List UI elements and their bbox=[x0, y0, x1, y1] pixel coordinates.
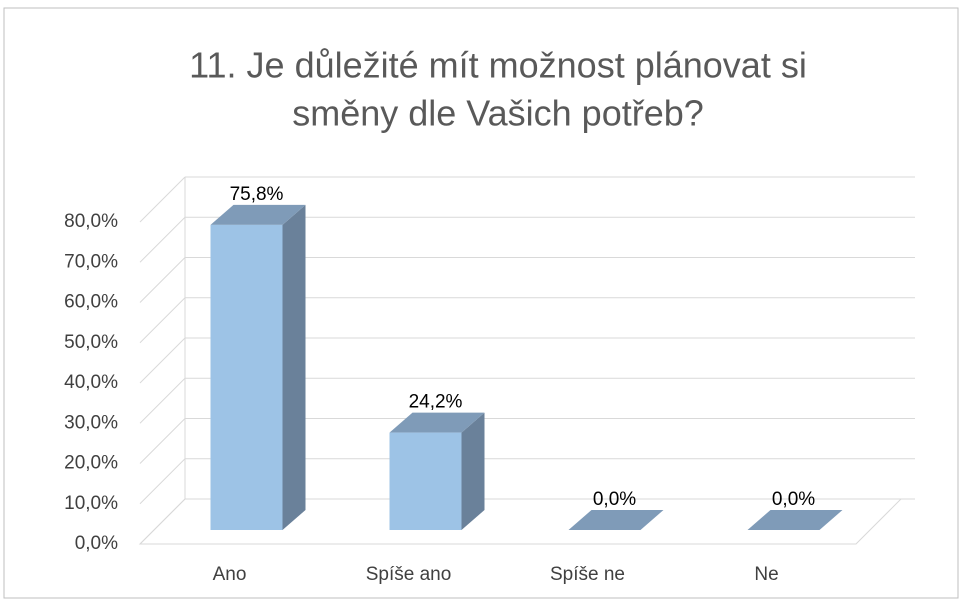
side-grid-line bbox=[139, 337, 186, 384]
side-grid-line bbox=[139, 377, 186, 424]
bar-side bbox=[282, 204, 306, 530]
y-tick-label: 30,0% bbox=[64, 412, 118, 433]
x-tick-label: Ne bbox=[754, 564, 778, 585]
side-grid-line bbox=[139, 176, 186, 223]
y-tick-label: 40,0% bbox=[64, 372, 118, 393]
side-grid-line bbox=[139, 498, 186, 545]
side-grid-line bbox=[139, 418, 186, 464]
chart-title-line2: směny dle Vašich potřeb? bbox=[292, 93, 704, 134]
side-grid-line bbox=[139, 458, 186, 505]
y-tick-label: 10,0% bbox=[64, 493, 118, 514]
bar-side bbox=[461, 412, 485, 530]
y-tick-label: 70,0% bbox=[64, 251, 118, 272]
bar bbox=[210, 224, 283, 530]
bar-top bbox=[389, 412, 485, 433]
y-tick-label: 0,0% bbox=[75, 533, 118, 554]
data-label: 75,8% bbox=[230, 184, 284, 205]
bar-top bbox=[747, 510, 843, 530]
side-grid-line bbox=[139, 216, 186, 263]
x-tick-label: Ano bbox=[213, 564, 247, 585]
data-label: 0,0% bbox=[593, 489, 636, 510]
chart-title: 11. Je důležité mít možnost plánovat si bbox=[189, 45, 807, 86]
bar bbox=[389, 432, 462, 530]
side-grid-line bbox=[139, 297, 186, 344]
bar-top bbox=[210, 204, 306, 225]
x-tick-label: Spíše ne bbox=[550, 564, 625, 585]
data-label: 24,2% bbox=[409, 392, 463, 413]
bar-top bbox=[568, 510, 664, 530]
y-tick-label: 50,0% bbox=[64, 332, 118, 353]
y-tick-label: 80,0% bbox=[64, 211, 118, 232]
y-tick-label: 60,0% bbox=[64, 292, 118, 313]
y-tick-label: 20,0% bbox=[64, 453, 118, 474]
side-grid-line bbox=[139, 257, 186, 303]
x-tick-label: Spíše ano bbox=[366, 564, 452, 585]
data-label: 0,0% bbox=[772, 489, 815, 510]
